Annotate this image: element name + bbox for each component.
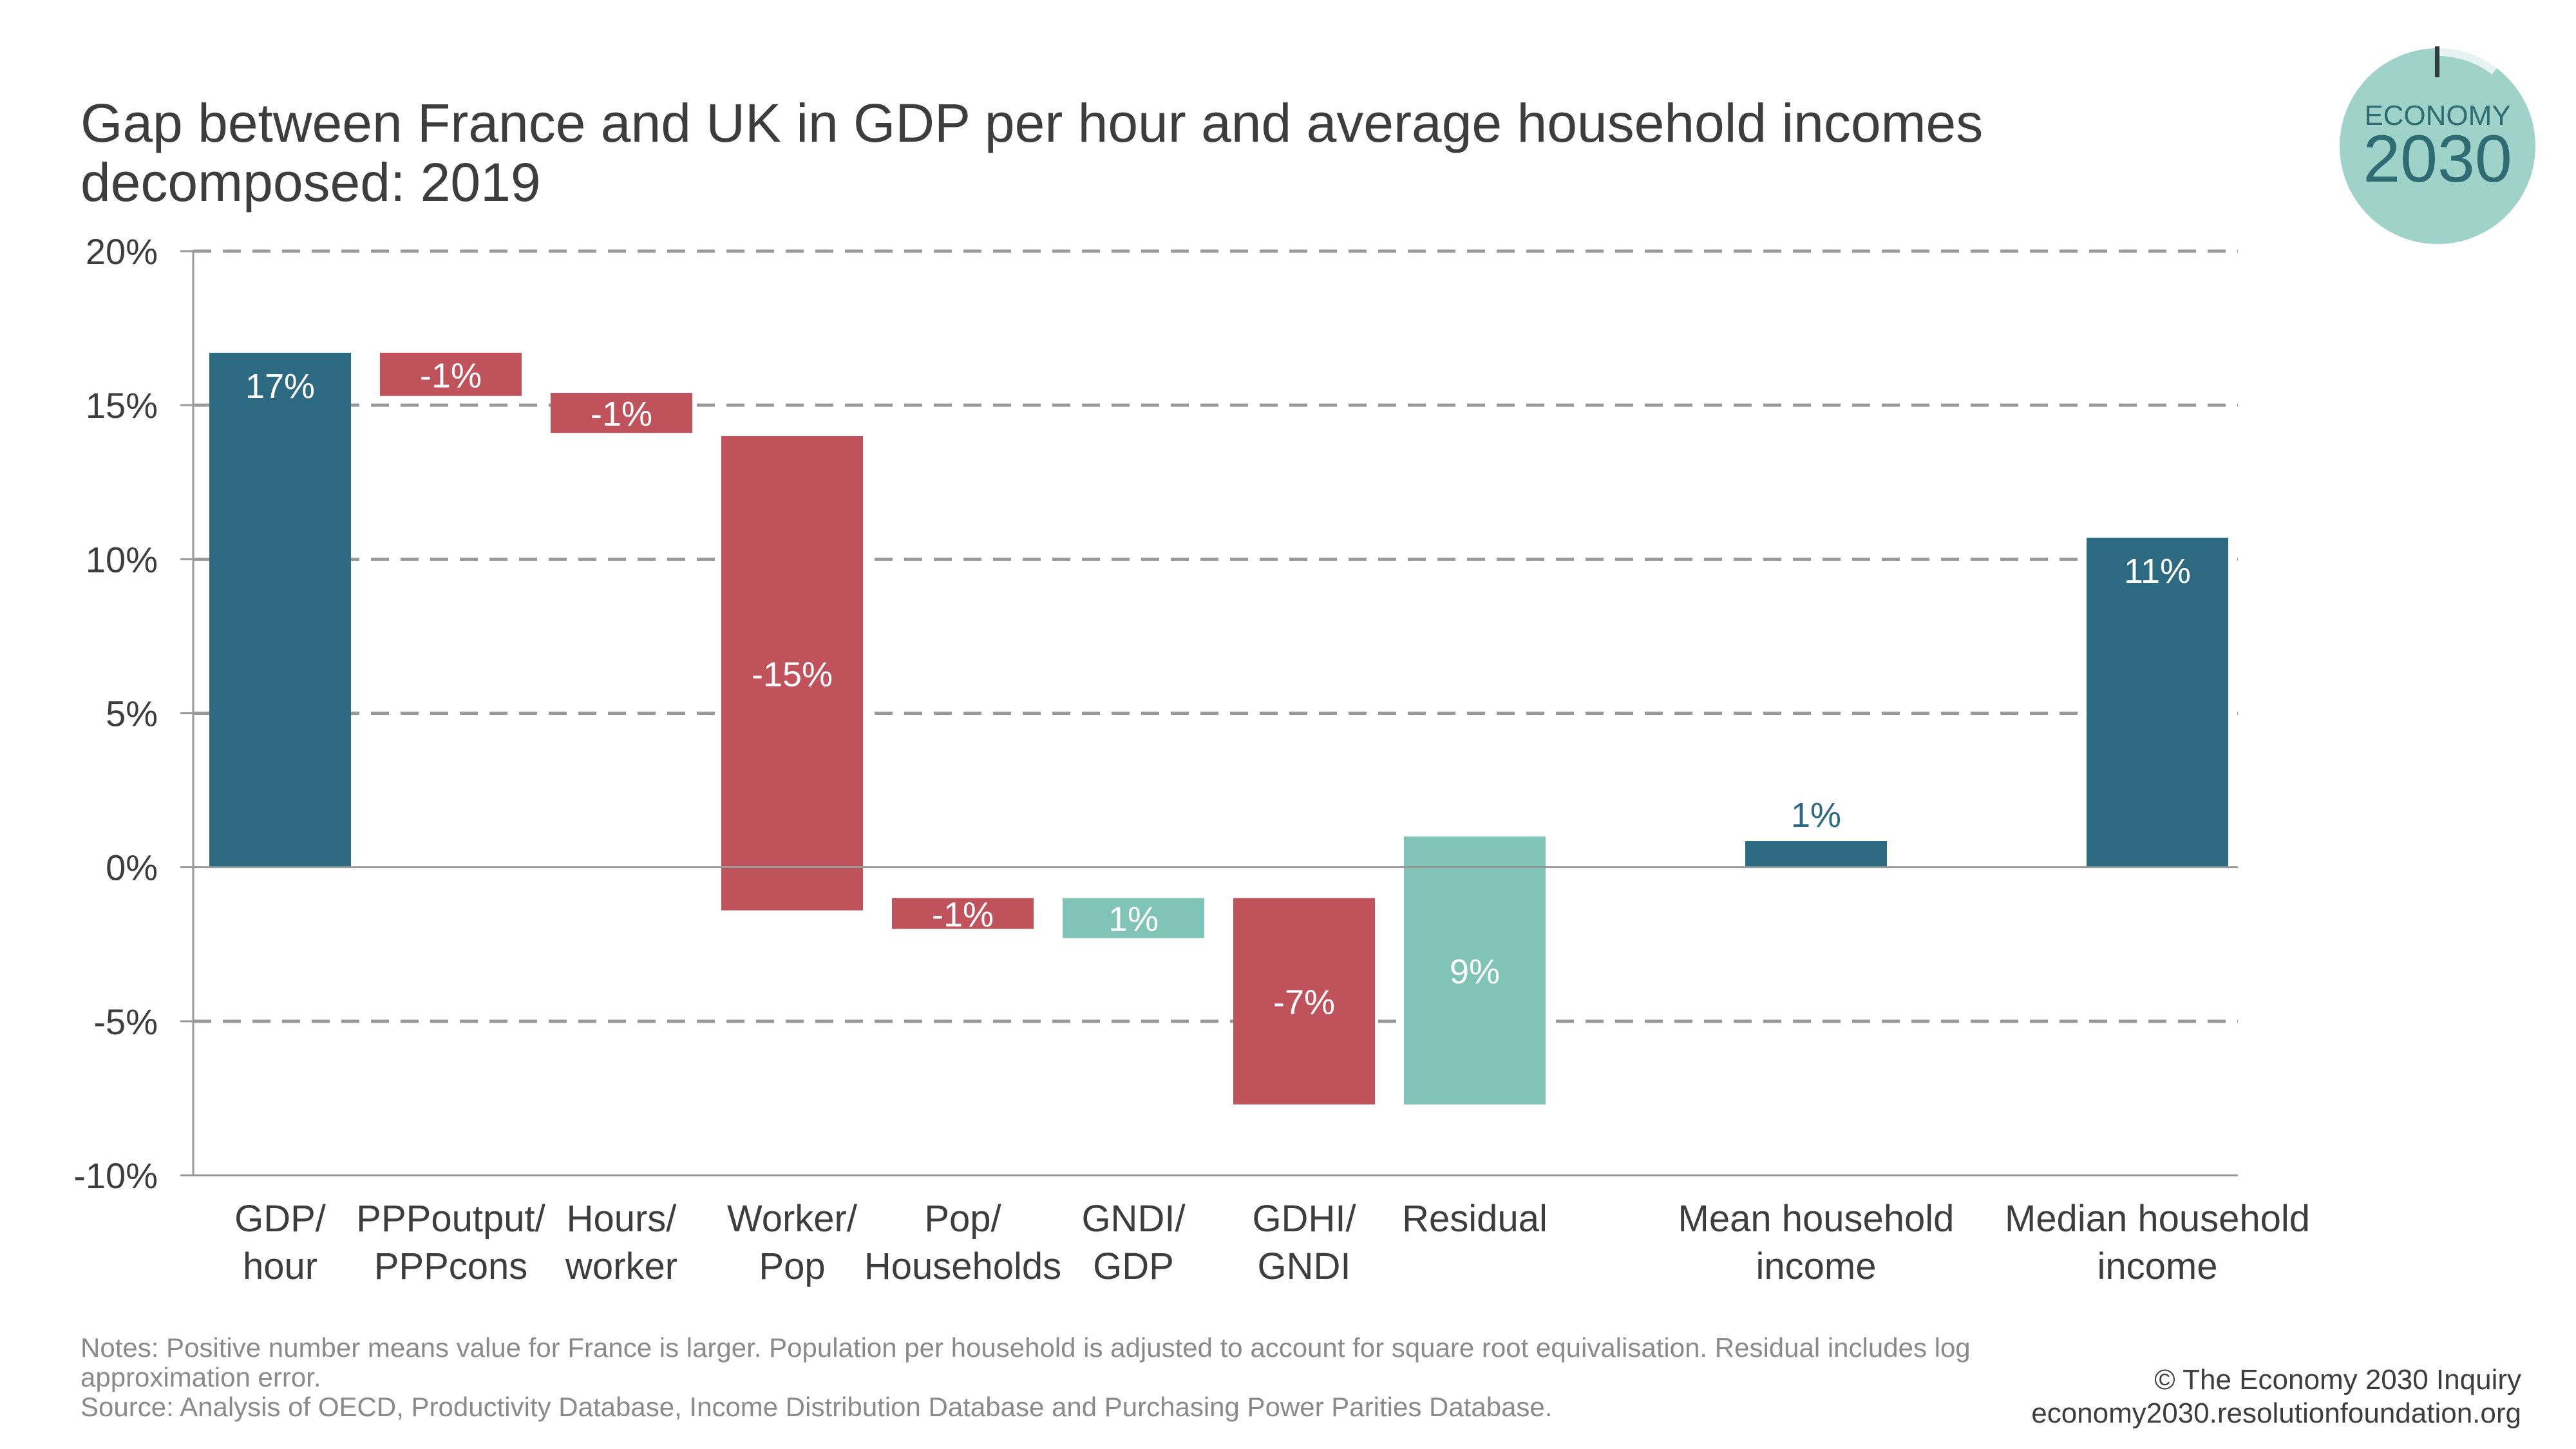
x-tick-label: GNDI/ <box>1081 1198 1186 1240</box>
data-label: 17% <box>245 367 315 406</box>
logo-inner <box>2347 56 2528 236</box>
logo-tick <box>2435 46 2439 77</box>
data-label: -1% <box>932 895 994 934</box>
data-label: -7% <box>1273 983 1335 1022</box>
bar <box>380 352 522 396</box>
x-tick-label: GDP <box>1093 1245 1174 1287</box>
x-tick-label: Residual <box>1402 1198 1548 1240</box>
bar <box>892 898 1034 929</box>
y-tick-label: 5% <box>106 694 158 734</box>
y-tick-label: 0% <box>106 848 158 888</box>
y-tick-label: 10% <box>86 539 158 580</box>
x-tick-label: Pop <box>759 1245 825 1287</box>
chart-notes: Notes: Positive number means value for F… <box>80 1333 2012 1422</box>
logo-line2: 2030 <box>2363 122 2512 196</box>
x-tick-label: PPPoutput/ <box>356 1198 545 1240</box>
bar <box>721 436 863 911</box>
data-label: 1% <box>1791 796 1841 835</box>
bar <box>1404 836 1546 1104</box>
credit-line-1: © The Economy 2030 Inquiry <box>2154 1364 2521 1396</box>
x-tick-label: Hours/ <box>567 1198 677 1240</box>
x-tick-label: Median household <box>2005 1198 2310 1240</box>
chart-title: Gap between France and UK in GDP per hou… <box>80 93 1984 213</box>
chart-credit: © The Economy 2030 Inquiry economy2030.r… <box>2031 1363 2521 1430</box>
x-tick-label: income <box>2098 1245 2218 1287</box>
y-tick-label: 20% <box>86 231 158 272</box>
x-tick-label: GDHI/ <box>1252 1198 1356 1240</box>
source-line: Source: Analysis of OECD, Productivity D… <box>80 1392 1553 1422</box>
bar <box>2087 537 2228 867</box>
notes-line-1: Notes: Positive number means value for F… <box>80 1332 1971 1363</box>
x-tick-label: GNDI <box>1258 1245 1351 1287</box>
x-tick-label: Households <box>864 1245 1061 1287</box>
data-label: 9% <box>1450 952 1500 991</box>
y-tick-label: 15% <box>86 385 158 426</box>
x-tick-label: income <box>1756 1245 1877 1287</box>
y-tick-label: -10% <box>73 1155 158 1196</box>
x-tick-label: hour <box>243 1245 317 1287</box>
data-label: 1% <box>1108 900 1159 939</box>
notes-line-2: approximation error. <box>80 1362 321 1392</box>
economy-2030-logo: ECONOMY 2030 <box>2340 46 2535 244</box>
x-tick-label: Mean household <box>1678 1198 1955 1240</box>
x-tick-label: Worker/ <box>727 1198 858 1240</box>
data-label: -15% <box>752 655 833 694</box>
data-label: -1% <box>591 395 652 433</box>
x-tick-label: GDP/ <box>234 1198 327 1240</box>
data-label: 11% <box>2124 552 2191 591</box>
bar <box>1063 898 1204 938</box>
x-tick-label: Pop/ <box>924 1198 1001 1240</box>
bar <box>209 352 351 867</box>
data-label: -1% <box>420 356 482 395</box>
bar <box>1745 841 1887 867</box>
bar <box>1233 898 1375 1104</box>
x-tick-label: worker <box>565 1245 677 1287</box>
x-tick-label: PPPcons <box>374 1245 528 1287</box>
bar <box>551 393 692 433</box>
logo-line1: ECONOMY <box>2364 100 2510 131</box>
y-tick-label: -5% <box>93 1001 158 1042</box>
credit-line-2: economy2030.resolutionfoundation.org <box>2031 1397 2521 1429</box>
